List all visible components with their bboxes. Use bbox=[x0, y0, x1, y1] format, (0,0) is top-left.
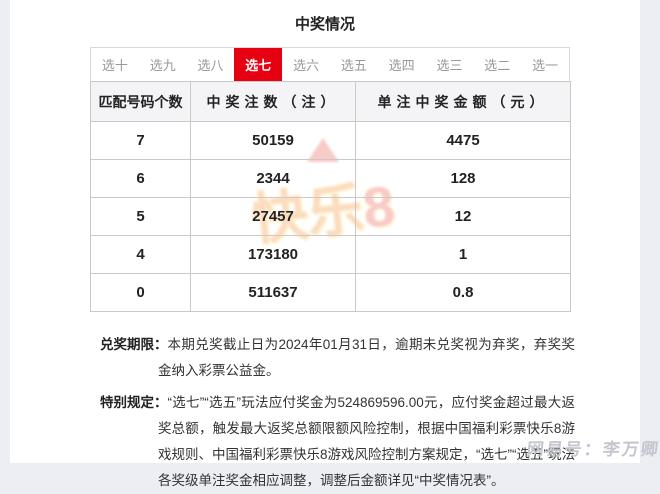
tab-select-one[interactable]: 选一 bbox=[532, 58, 559, 73]
tab-select-two[interactable]: 选二 bbox=[484, 58, 511, 73]
special-text: “选七”“选五”玩法应付奖金为524869596.00元，应付奖金超过最大返奖总… bbox=[158, 395, 575, 488]
table-row: 7 50159 4475 bbox=[90, 121, 571, 160]
tab-select-nine[interactable]: 选九 bbox=[149, 58, 176, 73]
tab-select-ten[interactable]: 选十 bbox=[101, 58, 128, 73]
deadline-label: 兑奖期限： bbox=[100, 337, 168, 352]
cell-bets: 173180 bbox=[190, 235, 356, 274]
table-row: 5 27457 12 bbox=[90, 197, 571, 236]
cell-matched: 0 bbox=[90, 273, 191, 312]
tab-select-six[interactable]: 选六 bbox=[293, 58, 320, 73]
cell-amount: 4475 bbox=[355, 121, 571, 160]
tab-select-eight[interactable]: 选八 bbox=[197, 58, 224, 73]
cell-amount: 0.8 bbox=[355, 273, 571, 312]
cell-bets: 50159 bbox=[190, 121, 356, 160]
cell-bets: 2344 bbox=[190, 159, 356, 198]
cell-amount: 1 bbox=[355, 235, 571, 274]
table-header-row: 匹配号码个数 中奖注数（注） 单注中奖金额（元） bbox=[90, 81, 571, 122]
tab-select-seven[interactable]: 选七 bbox=[234, 48, 283, 81]
special-regulation-note: 特别规定： “选七”“选五”玩法应付奖金为524869596.00元，应付奖金超… bbox=[100, 390, 575, 494]
redemption-deadline-note: 兑奖期限： 本期兑奖截止日为2024年01月31日，逾期未兑奖视为弃奖，弃奖奖金… bbox=[100, 332, 575, 384]
header-prize-amount: 单注中奖金额（元） bbox=[355, 81, 571, 122]
cell-amount: 12 bbox=[355, 197, 571, 236]
header-matched-count: 匹配号码个数 bbox=[90, 81, 191, 122]
deadline-text: 本期兑奖截止日为2024年01月31日，逾期未兑奖视为弃奖，弃奖奖金纳入彩票公益… bbox=[158, 337, 575, 378]
cell-amount: 128 bbox=[355, 159, 571, 198]
tab-select-five[interactable]: 选五 bbox=[340, 58, 367, 73]
cell-matched: 5 bbox=[90, 197, 191, 236]
table-row: 6 2344 128 bbox=[90, 159, 571, 198]
table-row: 4 173180 1 bbox=[90, 235, 571, 274]
tab-select-three[interactable]: 选三 bbox=[436, 58, 463, 73]
content-card: 中奖情况 快乐8 选十 选九 选八 选七 选六 选五 选四 选三 选二 选一 匹… bbox=[10, 0, 640, 488]
special-label: 特别规定： bbox=[100, 395, 168, 410]
cell-bets: 27457 bbox=[190, 197, 356, 236]
tab-select-four[interactable]: 选四 bbox=[388, 58, 415, 73]
cell-matched: 6 bbox=[90, 159, 191, 198]
table-row: 0 511637 0.8 bbox=[90, 273, 571, 312]
prize-table: 匹配号码个数 中奖注数（注） 单注中奖金额（元） 7 50159 4475 6 … bbox=[90, 81, 571, 312]
header-winning-bets: 中奖注数（注） bbox=[190, 81, 356, 122]
cell-matched: 7 bbox=[90, 121, 191, 160]
cell-bets: 511637 bbox=[190, 273, 356, 312]
game-type-tabbar: 选十 选九 选八 选七 选六 选五 选四 选三 选二 选一 bbox=[90, 47, 570, 81]
page-title: 中奖情况 bbox=[294, 16, 355, 33]
cell-matched: 4 bbox=[90, 235, 191, 274]
